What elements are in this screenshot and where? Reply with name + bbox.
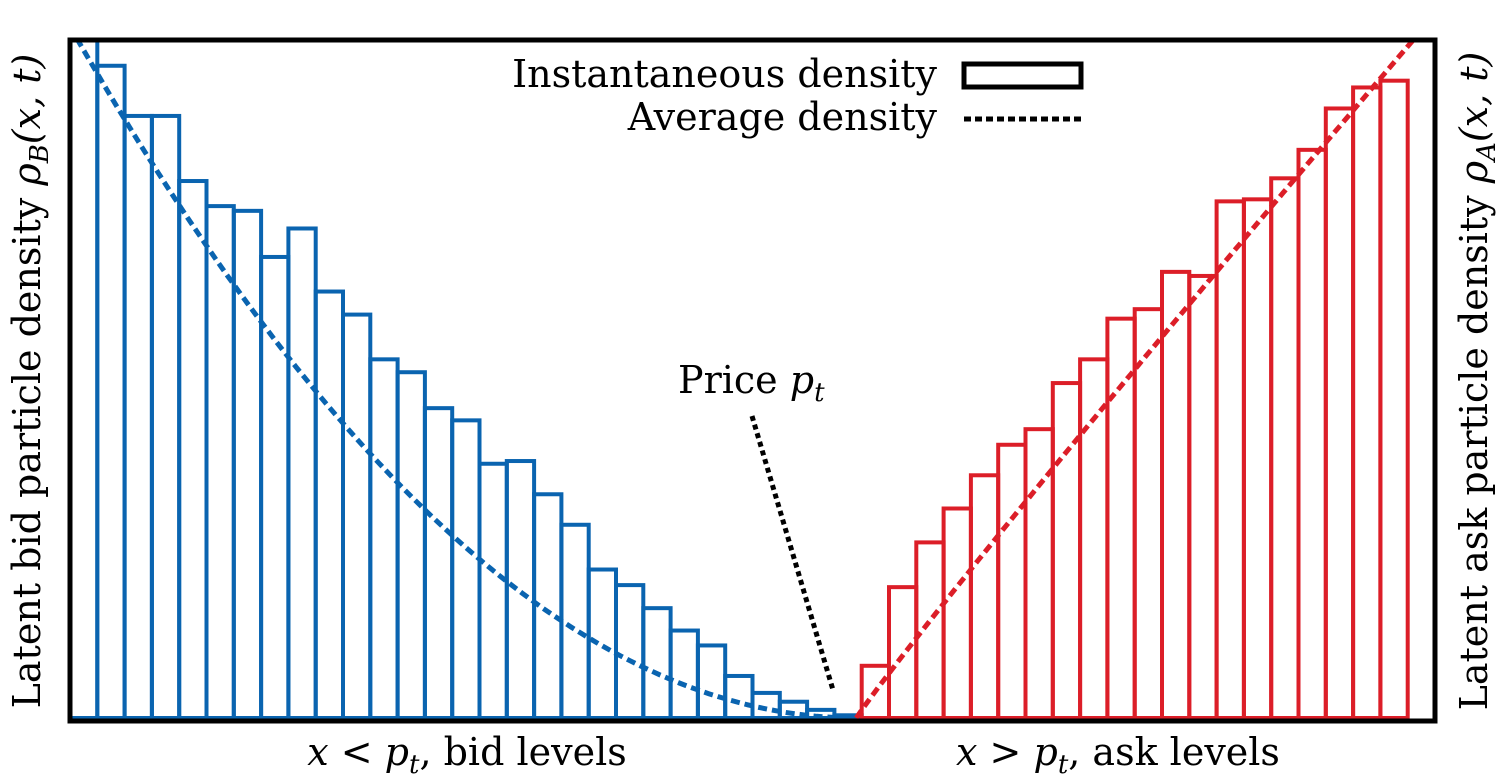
xlabel-ask: x > pt, ask levels: [956, 730, 1280, 780]
xlabel-bid-text: , bid levels: [419, 730, 626, 774]
xlabel-bid: x < pt, bid levels: [307, 730, 627, 780]
bid-bar-22: [641, 606, 673, 720]
ask-bar-10: [1105, 316, 1137, 720]
bid-bar-4: [149, 113, 182, 721]
bid-bar-17: [504, 459, 537, 720]
bid-bar-19: [559, 522, 591, 721]
bid-bar-13: [395, 370, 427, 720]
ylabel-right-sub: A: [1472, 142, 1502, 163]
xlabel-ask-text: , ask levels: [1068, 730, 1280, 774]
xlabel-bid-math: x < p: [307, 730, 409, 774]
bid-average-curve: [74, 40, 857, 721]
ylabel-left-args: (x, t): [5, 54, 49, 145]
price-pointer: [749, 415, 836, 691]
ask-bar-4: [941, 506, 973, 720]
bid-bar-1: [70, 40, 100, 721]
xlabel-ask-sub: t: [1058, 750, 1069, 780]
legend-swatch-box: [961, 61, 1084, 90]
bid-bar-9: [286, 226, 318, 720]
ylabel-left: Latent bid particle density ρB(x, t): [5, 54, 55, 709]
ask-bar-14: [1214, 199, 1246, 720]
ylabel-right: Latent ask particle density ρA(x, t): [1452, 52, 1502, 711]
bid-bar-10: [313, 289, 346, 720]
ask-bar-13: [1187, 273, 1219, 720]
bid-bar-23: [668, 628, 700, 721]
plot-frame: [67, 37, 1438, 724]
ylabel-left-sub: B: [25, 144, 55, 164]
bid-bars: [70, 40, 864, 721]
bid-bar-21: [614, 583, 646, 720]
price-symbol: p: [790, 358, 814, 402]
ylabel-right-args: (x, t): [1452, 52, 1496, 143]
bid-bar-16: [477, 461, 509, 720]
ask-bar-8: [1050, 381, 1083, 720]
bid-bar-26: [750, 690, 782, 721]
price-subscript: t: [814, 378, 825, 408]
ask-average-curve: [854, 40, 1417, 720]
ask-bar-20: [1378, 78, 1410, 721]
ask-bars: [859, 78, 1410, 721]
bid-bar-2: [95, 63, 127, 721]
ask-bar-17: [1296, 147, 1328, 720]
ask-bar-16: [1269, 176, 1301, 720]
price-annotation: Price pt: [678, 358, 825, 408]
ask-bar-5: [968, 473, 1001, 720]
bid-bar-25: [723, 673, 755, 720]
bid-bar-14: [422, 406, 455, 720]
ask-bar-11: [1132, 307, 1164, 720]
ask-bar-19: [1351, 85, 1383, 720]
xlabel-ask-math: x > p: [956, 730, 1058, 774]
bid-bar-11: [341, 312, 373, 720]
ask-bar-9: [1078, 357, 1110, 720]
price-label: Price: [678, 358, 778, 402]
ask-bar-3: [914, 540, 946, 721]
bid-bar-15: [450, 418, 482, 720]
xlabel-bid-sub: t: [409, 750, 420, 780]
legend-label-instantaneous: Instantaneous density: [512, 52, 937, 96]
ylabel-right-text: Latent ask particle density: [1452, 183, 1496, 710]
ask-bar-15: [1241, 197, 1274, 720]
ylabel-right-symbol: ρ: [1452, 160, 1496, 184]
ask-bar-2: [887, 585, 919, 720]
bid-bar-20: [586, 567, 619, 720]
legend-label-average: Average density: [627, 95, 938, 139]
bid-bar-12: [368, 357, 400, 720]
ylabel-left-symbol: ρ: [5, 163, 49, 187]
ask-bar-18: [1323, 106, 1356, 720]
legend: Instantaneous density Average density: [512, 52, 1084, 139]
bid-bar-5: [177, 179, 209, 721]
ylabel-left-text: Latent bid particle density: [5, 186, 49, 709]
bid-bar-24: [695, 643, 728, 720]
ask-bar-12: [1160, 269, 1192, 720]
ask-bar-6: [996, 442, 1028, 720]
bid-bar-3: [122, 113, 154, 721]
